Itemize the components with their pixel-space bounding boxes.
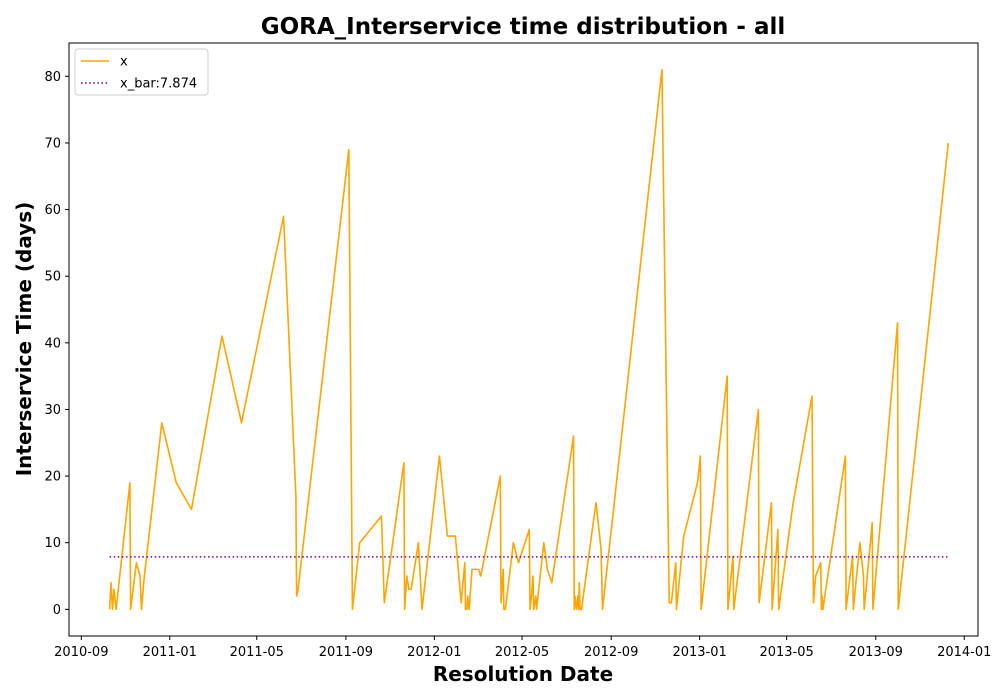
plot-frame	[68, 42, 979, 637]
y-axis-title: Interservice Time (days)	[12, 202, 36, 477]
y-tick-label: 10	[44, 536, 61, 551]
x-tick-label: 2010-09	[54, 645, 108, 660]
x-tick-label: 2013-09	[849, 645, 903, 660]
x-tick-label: 2012-01	[407, 645, 461, 660]
x-tick-label: 2011-09	[319, 645, 373, 660]
y-tick-label: 0	[53, 603, 61, 618]
x-tick-label: 2013-01	[672, 645, 726, 660]
y-axis: 0 10 20 30 40 50 60 70 80	[44, 70, 69, 618]
y-tick-label: 40	[44, 336, 61, 351]
x-tick-label: 2012-05	[495, 645, 549, 660]
legend-label-0: x	[120, 55, 128, 70]
y-tick-label: 70	[44, 136, 61, 151]
x-axis: 2010-09 2011-01 2011-05 2011-09 2012-01 2012-…	[54, 636, 991, 660]
x-tick-label: 2011-05	[230, 645, 284, 660]
x-tick-label: 2011-01	[143, 645, 197, 660]
x-tick-label: 2014-01	[937, 645, 991, 660]
y-tick-label: 30	[44, 403, 61, 418]
y-tick-label: 50	[44, 270, 61, 285]
y-tick-label: 60	[44, 203, 61, 218]
x-tick-label: 2012-09	[584, 645, 638, 660]
y-tick-label: 80	[44, 70, 61, 85]
series-layer	[108, 68, 950, 611]
chart-title: GORA_Interservice time distribution - al…	[261, 14, 786, 40]
y-tick-label: 20	[44, 470, 61, 485]
series-line-0	[108, 68, 950, 611]
legend: x x_bar:7.874	[74, 48, 209, 96]
legend-label-1: x_bar:7.874	[120, 77, 197, 92]
x-tick-label: 2013-05	[759, 645, 813, 660]
x-axis-title: Resolution Date	[433, 662, 613, 686]
